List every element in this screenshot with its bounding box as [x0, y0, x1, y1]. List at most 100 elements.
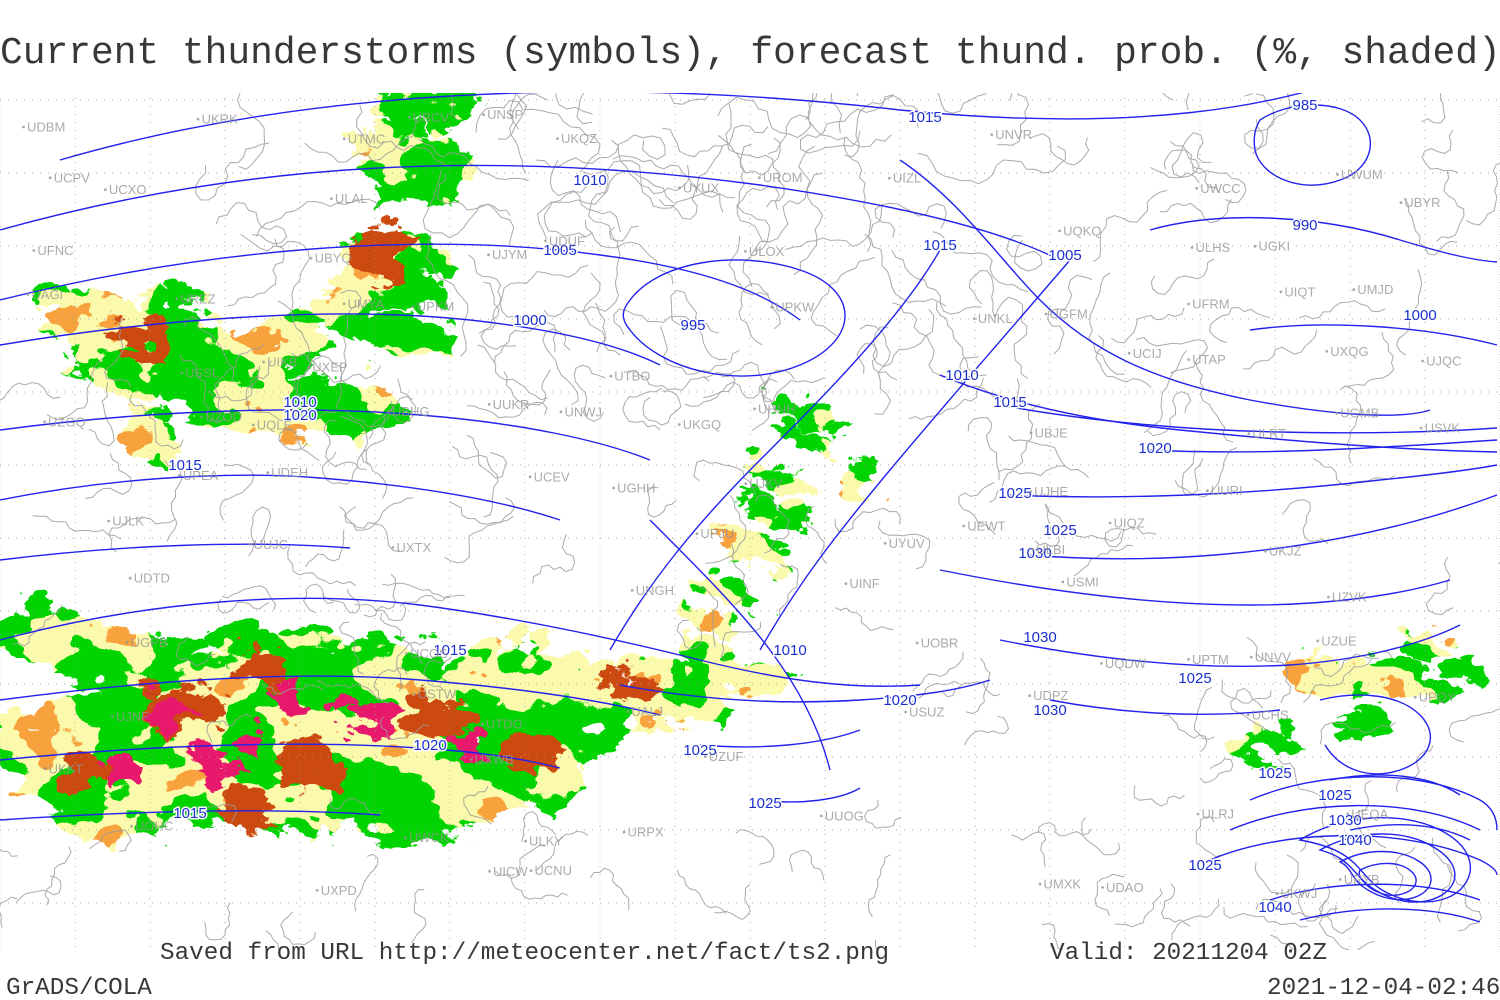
svg-text:USSL: USSL — [185, 365, 219, 380]
svg-text:UOBR: UOBR — [921, 635, 959, 650]
svg-text:UPQY: UPQY — [1419, 690, 1456, 705]
svg-text:UYUX: UYUX — [683, 180, 719, 195]
svg-text:UMYA: UMYA — [348, 296, 385, 311]
svg-text:UNSP: UNSP — [487, 107, 523, 122]
svg-text:UIKB: UIKB — [267, 355, 297, 370]
svg-text:UWUM: UWUM — [1341, 167, 1383, 182]
svg-text:UKWJ: UKWJ — [1281, 886, 1318, 901]
svg-text:URPX: URPX — [628, 825, 664, 840]
svg-text:UXEP: UXEP — [312, 360, 347, 375]
svg-text:UZOD: UZOD — [205, 410, 242, 425]
svg-text:UAGI: UAGI — [31, 287, 63, 302]
svg-text:UXWB: UXWB — [475, 752, 514, 767]
svg-text:UGMB: UGMB — [1340, 406, 1379, 421]
svg-text:ULBI: ULBI — [1036, 542, 1065, 557]
svg-text:ULAL: ULAL — [335, 191, 368, 206]
svg-text:UBHG: UBHG — [392, 404, 430, 419]
svg-text:UYUV: UYUV — [889, 536, 925, 551]
svg-text:UGKI: UGKI — [1258, 239, 1290, 254]
svg-text:UIZL: UIZL — [893, 171, 921, 186]
svg-text:UGFM: UGFM — [1050, 307, 1088, 322]
svg-text:UKGQ: UKGQ — [683, 417, 721, 432]
svg-text:UDBM: UDBM — [27, 120, 65, 135]
svg-text:UKJZ: UKJZ — [1269, 544, 1302, 559]
svg-text:UEWT: UEWT — [967, 518, 1005, 533]
svg-text:UROM: UROM — [763, 170, 803, 185]
svg-text:UMXK: UMXK — [1044, 877, 1082, 892]
svg-text:UCPV: UCPV — [54, 170, 90, 185]
svg-text:UCNU: UCNU — [535, 863, 573, 878]
svg-text:UTMC: UTMC — [348, 131, 386, 146]
svg-text:UQDW: UQDW — [1105, 656, 1147, 671]
svg-text:UDAO: UDAO — [1106, 880, 1144, 895]
svg-text:UFNC: UFNC — [37, 243, 73, 258]
svg-text:ULOX: ULOX — [749, 244, 785, 259]
svg-text:UXTX: UXTX — [397, 540, 432, 555]
svg-text:UUJC: UUJC — [254, 537, 289, 552]
svg-text:UCHS: UCHS — [1252, 708, 1289, 723]
svg-text:UALJ: UALJ — [631, 704, 663, 719]
svg-text:UREZ: UREZ — [180, 291, 215, 306]
svg-text:UBCV: UBCV — [413, 110, 449, 125]
svg-text:UIQZ: UIQZ — [1114, 516, 1145, 531]
svg-text:UIQT: UIQT — [1284, 284, 1315, 299]
svg-text:UWCC: UWCC — [1200, 181, 1240, 196]
svg-text:UCEV: UCEV — [534, 469, 570, 484]
svg-text:UKQZ: UKQZ — [561, 131, 597, 146]
svg-text:UDPZ: UDPZ — [1033, 688, 1068, 703]
svg-text:URYB: URYB — [1344, 872, 1380, 887]
svg-text:UCIJ: UCIJ — [1133, 346, 1162, 361]
svg-text:UJLK: UJLK — [112, 514, 144, 529]
svg-text:UXPD: UXPD — [321, 883, 357, 898]
svg-text:UGPB: UGPB — [131, 635, 168, 650]
svg-text:USMI: USMI — [1066, 574, 1099, 589]
svg-text:UUOG: UUOG — [825, 808, 864, 823]
svg-text:UJNF: UJNF — [116, 709, 149, 724]
svg-text:UDUF: UDUF — [549, 233, 585, 248]
svg-text:UJYM: UJYM — [492, 247, 527, 262]
svg-text:UEQA: UEQA — [1351, 806, 1388, 821]
svg-text:UBYQ: UBYQ — [315, 251, 352, 266]
svg-text:UNVR: UNVR — [995, 127, 1032, 142]
svg-text:UURI: UURI — [1211, 483, 1243, 498]
svg-text:UPJU: UPJU — [700, 526, 734, 541]
svg-text:UQLE: UQLE — [257, 417, 293, 432]
svg-text:UBJE: UBJE — [1035, 425, 1069, 440]
svg-text:UTDO: UTDO — [486, 717, 523, 732]
svg-text:ULKY: ULKY — [529, 834, 563, 849]
svg-text:UNGH: UNGH — [636, 583, 674, 598]
svg-text:UKKT: UKKT — [49, 761, 84, 776]
svg-text:UFRM: UFRM — [1192, 297, 1230, 312]
svg-text:UHNH: UHNH — [758, 401, 796, 416]
svg-text:UDEH: UDEH — [271, 465, 308, 480]
svg-text:UPTM: UPTM — [1192, 652, 1229, 667]
svg-text:UINF: UINF — [849, 576, 879, 591]
svg-text:UZGQ: UZGQ — [48, 414, 86, 429]
svg-text:UPKW: UPKW — [775, 300, 815, 315]
svg-text:UTBO: UTBO — [614, 369, 650, 384]
svg-text:UJHE: UJHE — [1034, 484, 1068, 499]
svg-text:USUZ: USUZ — [909, 705, 944, 720]
svg-text:UNVV: UNVV — [1255, 650, 1291, 665]
svg-text:ULRT: ULRT — [1252, 426, 1286, 441]
svg-text:UOHC: UOHC — [135, 819, 173, 834]
svg-text:USVK: USVK — [1425, 421, 1461, 436]
svg-text:UJQC: UJQC — [1426, 354, 1461, 369]
svg-text:UDTD: UDTD — [134, 571, 170, 586]
svg-text:ULRJ: ULRJ — [1202, 807, 1235, 822]
svg-text:UPKM: UPKM — [417, 299, 455, 314]
svg-text:UMJD: UMJD — [1357, 282, 1393, 297]
svg-text:UQKQ: UQKQ — [1063, 223, 1101, 238]
svg-text:USTW: USTW — [418, 687, 457, 702]
svg-text:UKRK: UKRK — [202, 112, 238, 127]
svg-text:UZUF: UZUF — [709, 749, 744, 764]
svg-text:UCOS: UCOS — [410, 646, 448, 661]
svg-text:UZUE: UZUE — [1321, 633, 1357, 648]
svg-text:UUKR: UUKR — [493, 397, 530, 412]
svg-text:UICW: UICW — [493, 864, 528, 879]
svg-text:ULHS: ULHS — [1196, 240, 1231, 255]
svg-text:UNKL: UNKL — [978, 311, 1013, 326]
svg-text:UNWJ: UNWJ — [565, 404, 603, 419]
svg-text:UBYR: UBYR — [1404, 195, 1440, 210]
svg-text:UWCK: UWCK — [409, 830, 449, 845]
